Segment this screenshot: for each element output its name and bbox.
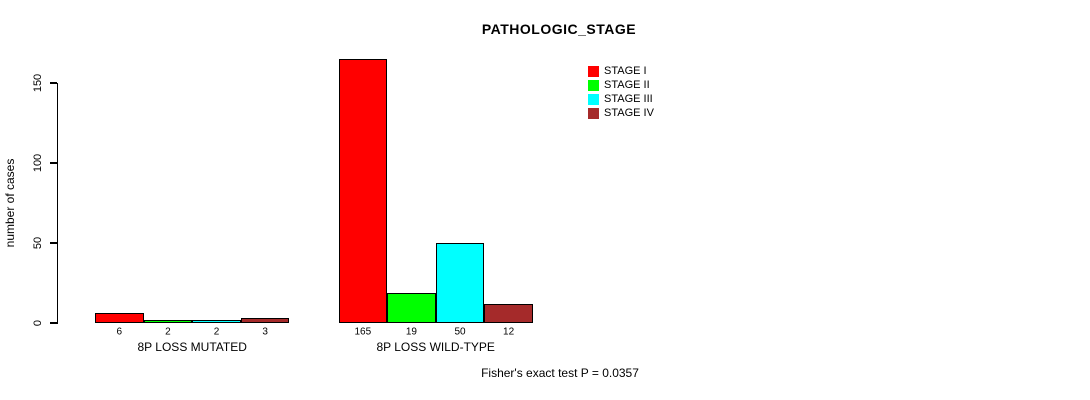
y-tick-mark-150	[50, 82, 57, 84]
legend-item-stage-ii: STAGE II	[588, 78, 654, 92]
y-tick-label-100: 100	[32, 153, 44, 173]
chart-title: PATHOLOGIC_STAGE	[481, 21, 637, 37]
y-tick-mark-50	[50, 242, 57, 244]
bar-value-8p-loss-mutated-stage-iii: 2	[213, 326, 220, 337]
bar-value-8p-loss-mutated-stage-iv: 3	[262, 326, 268, 337]
y-tick-label-0: 0	[32, 319, 44, 327]
bar-value-8p-loss-wild-type-stage-i: 165	[354, 326, 372, 337]
bar-8p-loss-wild-type-stage-i	[338, 59, 388, 323]
legend-label-stage-iv: STAGE IV	[604, 107, 654, 119]
bar-8p-loss-mutated-stage-iv	[240, 318, 290, 323]
y-tick-mark-0	[50, 322, 57, 324]
bar-8p-loss-wild-type-stage-ii	[387, 292, 436, 323]
y-axis-title: number of cases	[3, 158, 17, 248]
legend-item-stage-iv: STAGE IV	[588, 106, 654, 120]
legend-item-stage-iii: STAGE III	[588, 92, 654, 106]
category-label-8p-loss-mutated: 8P LOSS MUTATED	[137, 340, 247, 354]
bar-8p-loss-mutated-stage-iii	[192, 319, 241, 323]
category-label-8p-loss-wild-type: 8P LOSS WILD-TYPE	[376, 340, 495, 354]
bar-value-8p-loss-mutated-stage-i: 6	[116, 326, 123, 337]
legend-item-stage-i: STAGE I	[588, 64, 654, 78]
bar-value-8p-loss-wild-type-stage-ii: 19	[405, 326, 417, 337]
legend-label-stage-i: STAGE I	[604, 65, 647, 77]
bar-8p-loss-mutated-stage-i	[95, 313, 144, 323]
bar-8p-loss-wild-type-stage-iv	[484, 303, 533, 323]
y-tick-label-50: 50	[32, 236, 44, 250]
legend-label-stage-ii: STAGE II	[604, 79, 650, 91]
legend-swatch-stage-ii	[588, 79, 599, 91]
footnote: Fisher's exact test P = 0.0357	[481, 366, 639, 380]
bar-8p-loss-wild-type-stage-iii	[435, 243, 485, 323]
bar-value-8p-loss-wild-type-stage-iv: 12	[503, 326, 515, 337]
legend-swatch-stage-iii	[588, 93, 599, 105]
bar-8p-loss-mutated-stage-ii	[143, 319, 193, 323]
legend-swatch-stage-iv	[588, 107, 599, 119]
legend: STAGE I STAGE II STAGE III STAGE IV	[588, 64, 654, 120]
y-axis-line	[57, 83, 59, 324]
bar-value-8p-loss-mutated-stage-ii: 2	[165, 326, 171, 337]
y-tick-mark-100	[50, 162, 57, 164]
y-tick-label-150: 150	[32, 73, 44, 93]
bar-value-8p-loss-wild-type-stage-iii: 50	[454, 326, 466, 337]
legend-swatch-stage-i	[588, 65, 599, 77]
legend-label-stage-iii: STAGE III	[604, 93, 653, 105]
